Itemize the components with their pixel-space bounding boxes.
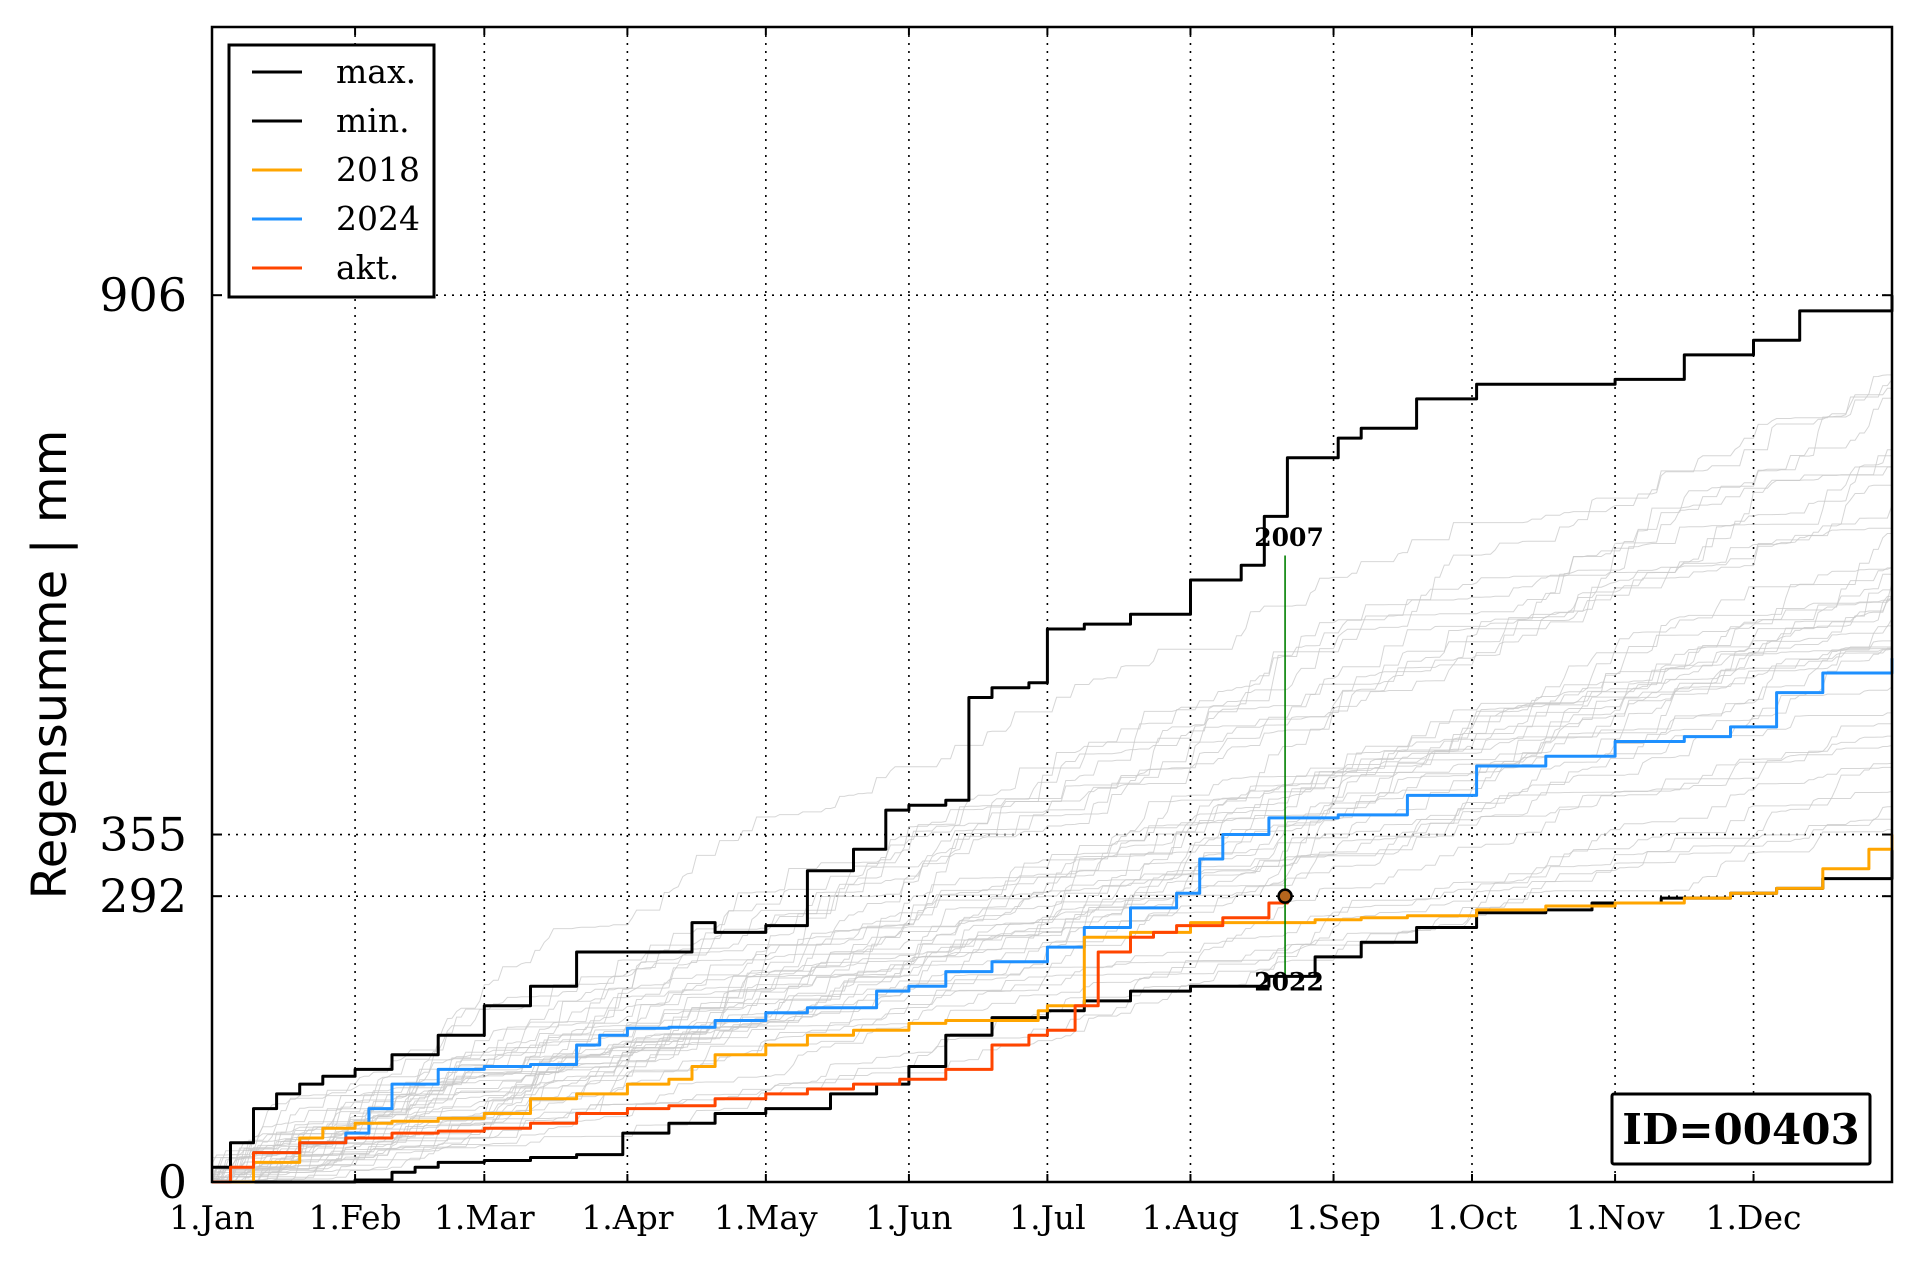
series-line-2024	[212, 658, 1894, 1184]
x-tick-label-8: 1.Sep	[1286, 1198, 1381, 1237]
plot-frame	[210, 25, 1894, 1184]
background-line-36	[212, 449, 1892, 1175]
series-line-max	[212, 295, 1894, 1169]
current-point-marker	[1277, 888, 1293, 904]
series-lines	[212, 295, 1894, 1184]
y-tick-label-3: 906	[99, 268, 187, 322]
y-tick-label-1: 292	[99, 869, 187, 923]
background-line-23	[212, 712, 1892, 1173]
background-line-38	[212, 466, 1892, 1183]
background-line-39	[212, 723, 1892, 1183]
background-line-11	[211, 648, 1892, 1171]
background-line-24	[211, 567, 1892, 1178]
x-tick-label-10: 1.Nov	[1566, 1198, 1665, 1237]
background-line-19	[212, 573, 1892, 1183]
background-line-21	[211, 595, 1893, 1183]
background-line-35	[211, 582, 1893, 1180]
legend-label-1: min.	[336, 101, 410, 140]
annotation-2007: 2007	[1254, 523, 1324, 552]
background-line-31	[211, 466, 1892, 1183]
id-box: ID=00403	[1610, 1092, 1872, 1166]
background-line-34	[212, 648, 1892, 1183]
background-line-12	[211, 484, 1892, 1183]
x-tick-label-6: 1.Jul	[1009, 1198, 1086, 1237]
legend-label-3: 2024	[336, 199, 420, 238]
background-series	[211, 374, 1893, 1183]
x-tick-label-11: 1.Dec	[1706, 1198, 1802, 1237]
axis-ticks: 1.Jan 1.Feb 1.Mar 1.Apr 1.May 1.Jun 1.Jul 1.Aug…	[99, 27, 1892, 1237]
x-tick-label-0: 1.Jan	[169, 1198, 255, 1237]
y-axis-label: Regensumme | mm	[22, 430, 78, 900]
background-line-30	[211, 527, 1892, 1165]
background-line-26	[211, 648, 1893, 1180]
annotations: 2007 2022	[1254, 523, 1324, 996]
y-tick-label-0: 0	[158, 1155, 187, 1209]
legend-label-0: max.	[336, 52, 416, 91]
series-line-2018	[212, 834, 1894, 1184]
legend: max. min. 2018 2024 akt.	[227, 43, 436, 299]
x-tick-label-7: 1.Aug	[1142, 1198, 1240, 1237]
x-tick-label-4: 1.May	[714, 1198, 818, 1237]
legend-label-4: akt.	[336, 248, 399, 287]
id-label: ID=00403	[1622, 1105, 1859, 1154]
background-line-29	[212, 589, 1892, 1183]
grid	[211, 27, 1892, 1182]
x-tick-label-3: 1.Apr	[581, 1198, 673, 1237]
background-line-16	[212, 735, 1892, 1180]
x-tick-label-2: 1.Mar	[434, 1198, 535, 1237]
background-line-8	[211, 387, 1893, 1183]
background-line-6	[212, 379, 1893, 1183]
x-tick-label-5: 1.Jun	[865, 1198, 952, 1237]
background-line-17	[212, 744, 1893, 1181]
background-line-18	[212, 598, 1892, 1183]
x-tick-label-9: 1.Oct	[1427, 1198, 1517, 1237]
background-line-33	[211, 806, 1893, 1183]
background-line-14	[212, 566, 1893, 1171]
series-line-min	[212, 834, 1894, 1184]
background-line-13	[211, 455, 1892, 1183]
background-line-37	[212, 397, 1893, 1183]
background-line-32	[212, 505, 1893, 1183]
y-tick-label-2: 355	[99, 808, 187, 862]
background-line-2	[212, 766, 1892, 1183]
legend-label-2: 2018	[336, 150, 420, 189]
annotation-2022: 2022	[1254, 967, 1324, 996]
background-line-4	[212, 533, 1892, 1183]
series-line-akt	[212, 896, 1289, 1184]
x-tick-label-1: 1.Feb	[308, 1198, 401, 1237]
background-line-27	[211, 686, 1893, 1183]
